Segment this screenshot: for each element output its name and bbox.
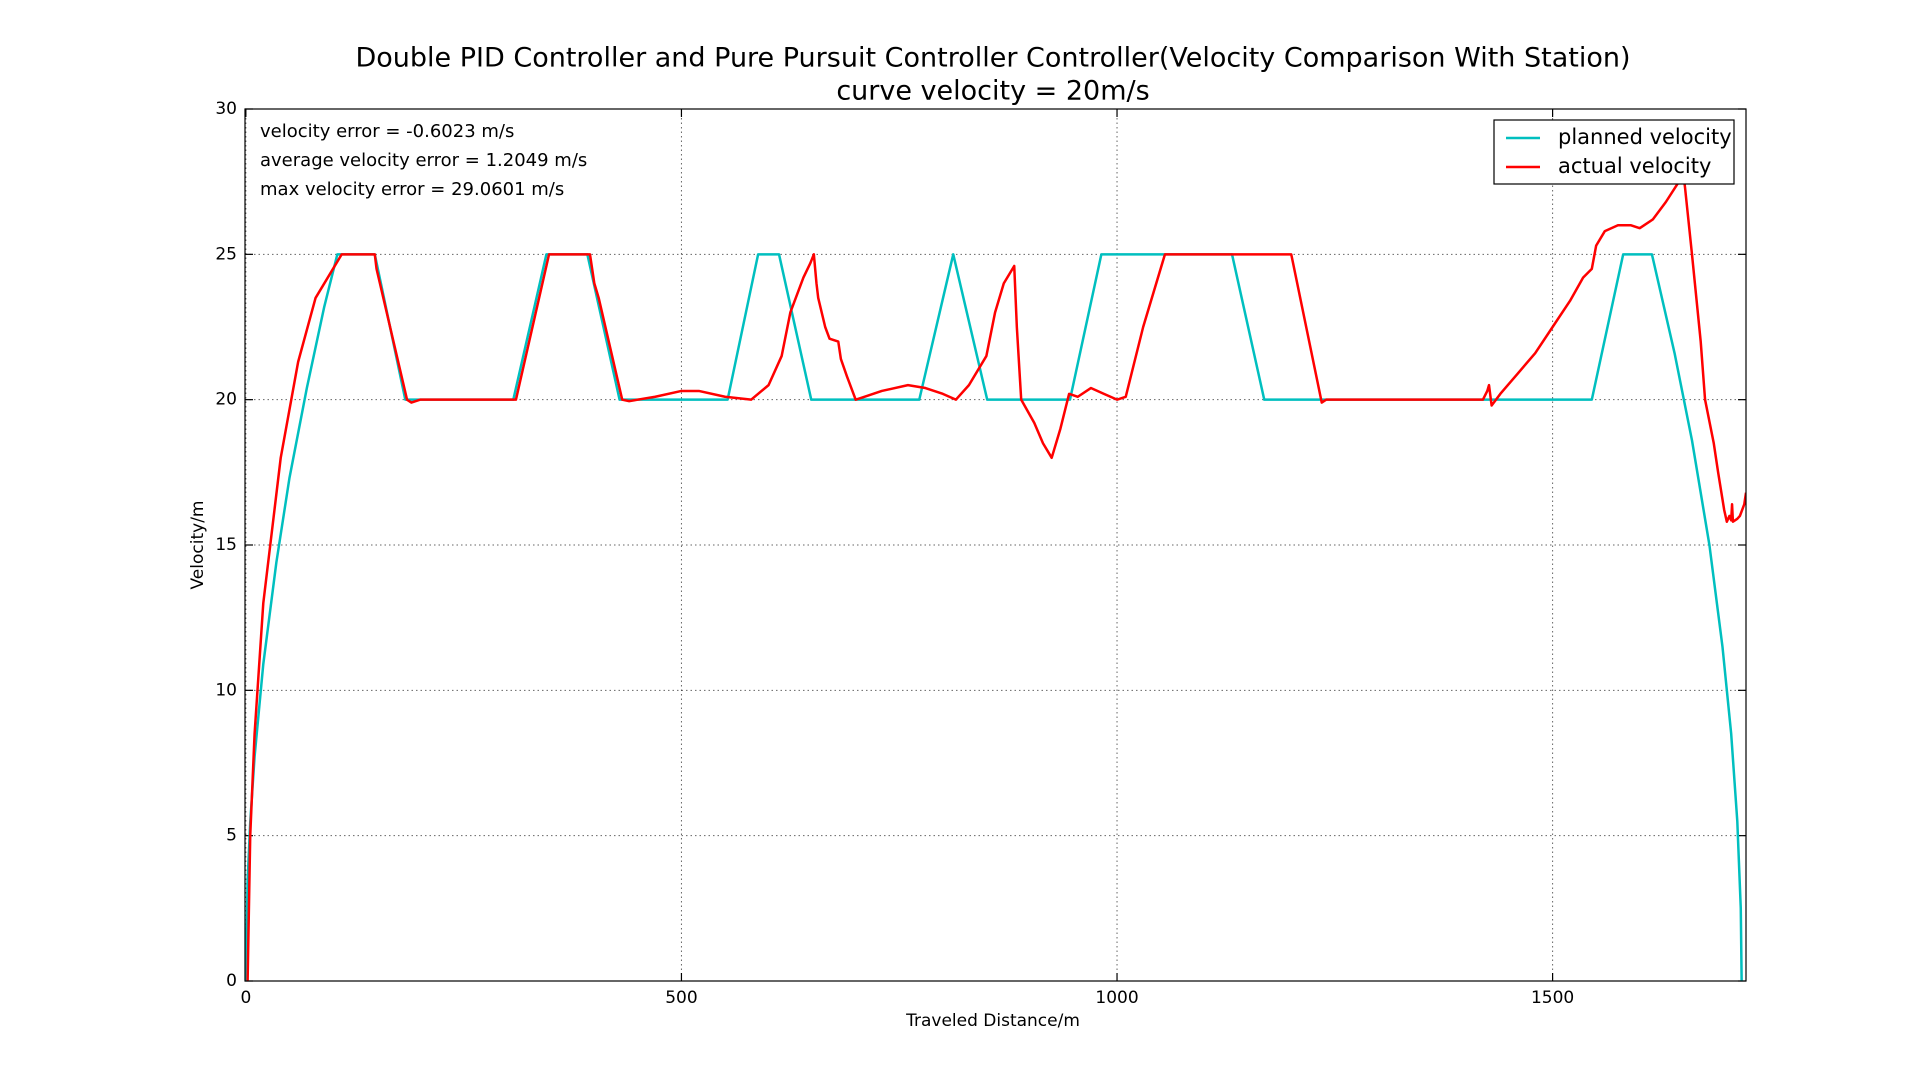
x-tick-label: 0: [240, 988, 251, 1008]
y-tick-label: 0: [226, 971, 237, 991]
plot-frame: [244, 108, 1747, 982]
y-axis-label: Velocity/m: [188, 501, 208, 590]
y-tick-label: 30: [215, 99, 237, 119]
annotation: max velocity error = 29.0601 m/s: [260, 179, 564, 200]
series-line: [246, 171, 1746, 981]
chart-title: Double PID Controller and Pure Pursuit C…: [355, 43, 1630, 74]
legend-box: [1493, 119, 1735, 185]
y-tick-label: 20: [215, 390, 237, 410]
series-line: [245, 253, 1743, 981]
legend-label: planned velocity: [1558, 125, 1732, 149]
y-tick-label: 5: [226, 826, 237, 846]
x-tick-label: 1000: [1095, 988, 1138, 1008]
y-tick-label: 15: [215, 535, 237, 555]
y-tick-label: 25: [215, 244, 237, 264]
x-axis-label: Traveled Distance/m: [905, 1011, 1080, 1031]
x-tick-label: 500: [665, 988, 697, 1008]
y-tick-label: 10: [215, 680, 237, 700]
annotation: velocity error = -0.6023 m/s: [260, 121, 514, 142]
legend-label: actual velocity: [1558, 154, 1711, 178]
annotation: average velocity error = 1.2049 m/s: [260, 150, 587, 171]
chart-subtitle: curve velocity = 20m/s: [836, 76, 1149, 107]
x-tick-label: 1500: [1531, 988, 1574, 1008]
